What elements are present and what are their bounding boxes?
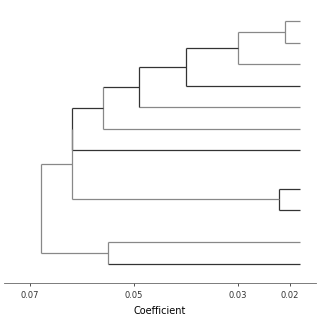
X-axis label: Coefficient: Coefficient [134, 306, 186, 316]
